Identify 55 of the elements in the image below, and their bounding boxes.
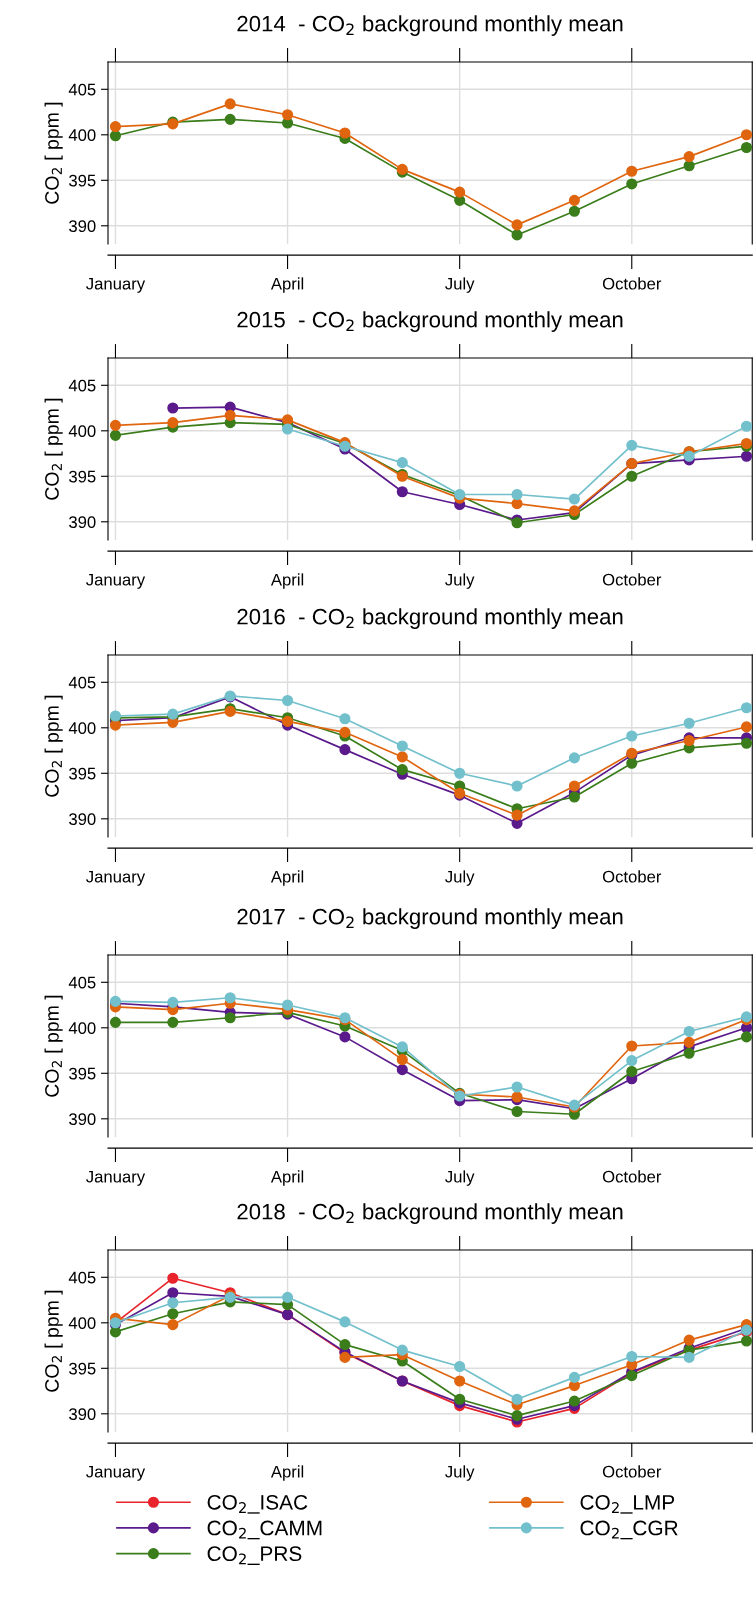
x-tick-label: July bbox=[445, 870, 475, 886]
x-tick-label: January bbox=[86, 1465, 146, 1481]
y-tick-label: 395 bbox=[69, 174, 96, 187]
y-tick-label: 405 bbox=[68, 379, 96, 392]
y-tick-label: 390 bbox=[69, 516, 96, 528]
y-tick-label: 390 bbox=[69, 1113, 96, 1125]
x-tick-label: January bbox=[86, 277, 146, 293]
y-tick-label: 400 bbox=[68, 1022, 96, 1034]
x-tick-label: October bbox=[602, 1170, 662, 1183]
y-axis-title: CO$_{2}$ [ ppm ] bbox=[44, 995, 63, 1097]
x-tick-label: October bbox=[602, 277, 662, 290]
legend-label: CO$_{2}$_LMP bbox=[580, 1494, 675, 1514]
chart-title: 2018 - CO$_{2}$ background monthly mean bbox=[237, 1203, 623, 1224]
x-tick-label: July bbox=[445, 277, 475, 293]
x-tick-label: January bbox=[86, 1170, 146, 1186]
x-tick-label: April bbox=[270, 573, 304, 589]
y-tick-label: 400 bbox=[68, 425, 96, 437]
y-tick-label: 390 bbox=[69, 1408, 96, 1420]
x-tick-label: October bbox=[602, 573, 662, 586]
legend-label: CO$_{2}$_CGR bbox=[580, 1520, 678, 1540]
y-tick-label: 395 bbox=[69, 767, 96, 780]
x-tick-label: April bbox=[270, 1170, 304, 1186]
legend-label: CO$_{2}$_PRS bbox=[207, 1546, 302, 1565]
y-tick-label: 405 bbox=[68, 976, 96, 989]
x-tick-label: January bbox=[86, 573, 146, 589]
legend-label: CO$_{2}$_ISAC bbox=[207, 1494, 308, 1514]
x-tick-label: January bbox=[86, 870, 146, 886]
y-tick-label: 400 bbox=[68, 1317, 96, 1329]
chart-title: 2014 - CO$_{2}$ background monthly mean bbox=[237, 15, 623, 36]
y-axis-title: CO$_{2}$ [ ppm ] bbox=[44, 102, 63, 204]
chart-title: 2015 - CO$_{2}$ background monthly mean bbox=[237, 311, 623, 332]
chart-title: 2016 - CO$_{2}$ background monthly mean bbox=[237, 608, 623, 629]
y-axis-title: CO$_{2}$ [ ppm ] bbox=[44, 398, 63, 500]
legend-label: CO$_{2}$_CAMM bbox=[207, 1520, 322, 1540]
y-tick-label: 395 bbox=[69, 1362, 96, 1375]
x-tick-label: July bbox=[445, 1170, 475, 1186]
y-tick-label: 390 bbox=[69, 220, 96, 232]
chart-title: 2017 - CO$_{2}$ background monthly mean bbox=[237, 908, 623, 929]
y-tick-label: 390 bbox=[69, 813, 96, 825]
y-axis-title: CO$_{2}$ [ ppm ] bbox=[44, 1290, 63, 1392]
y-axis-title: CO$_{2}$ [ ppm ] bbox=[44, 695, 63, 797]
y-tick-label: 400 bbox=[68, 129, 96, 141]
y-tick-label: 400 bbox=[68, 722, 96, 734]
y-tick-label: 405 bbox=[68, 676, 96, 689]
y-tick-label: 395 bbox=[69, 470, 96, 483]
x-tick-label: April bbox=[270, 277, 304, 293]
x-tick-label: October bbox=[602, 1465, 662, 1478]
x-tick-label: October bbox=[602, 870, 662, 883]
x-tick-label: July bbox=[445, 1465, 475, 1481]
x-tick-label: July bbox=[445, 573, 475, 589]
y-tick-label: 405 bbox=[68, 83, 96, 96]
y-tick-label: 395 bbox=[69, 1067, 96, 1080]
y-tick-label: 405 bbox=[68, 1271, 96, 1284]
x-tick-label: April bbox=[270, 1465, 304, 1481]
x-tick-label: April bbox=[270, 870, 304, 886]
